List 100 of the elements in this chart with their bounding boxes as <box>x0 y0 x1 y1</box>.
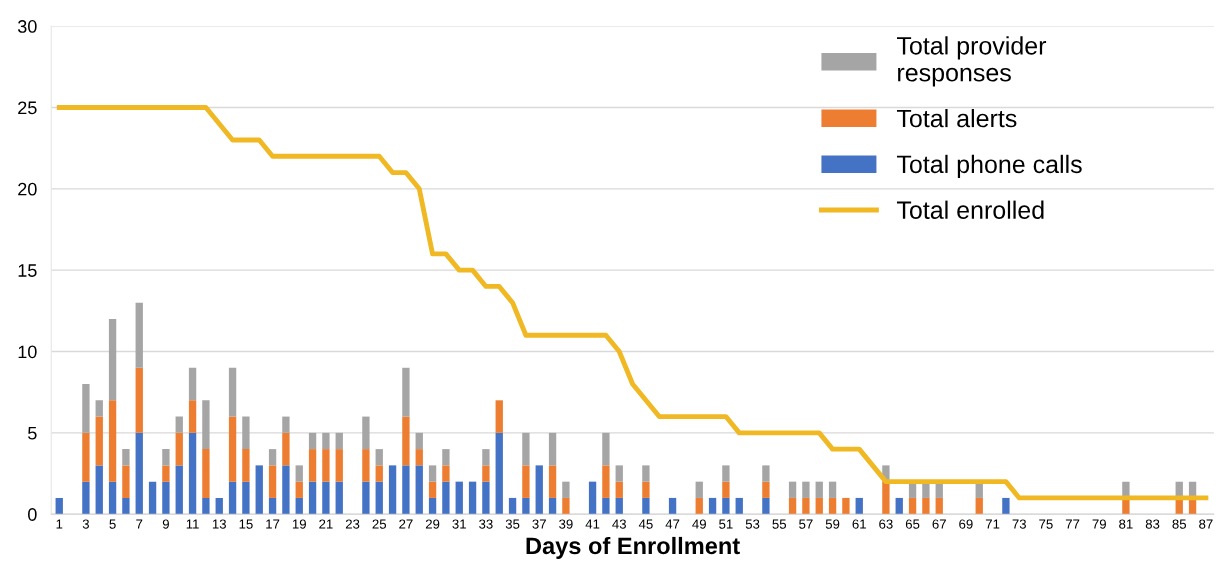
x-tick-label: 25 <box>372 519 387 529</box>
bar <box>615 497 623 515</box>
bar <box>548 497 557 515</box>
bar <box>82 384 90 433</box>
x-tick-label: 73 <box>1012 519 1026 529</box>
bar <box>228 481 237 515</box>
x-tick-label: 35 <box>505 519 520 529</box>
x-tick-label: 11 <box>186 519 199 529</box>
x-tick-label: 23 <box>345 519 360 529</box>
legend-label: Total phone calls <box>896 154 1082 179</box>
x-tick-label: 87 <box>1199 519 1213 529</box>
bar <box>295 497 303 515</box>
bar <box>522 432 530 466</box>
bar <box>268 449 277 466</box>
bar <box>122 449 130 466</box>
bar <box>162 449 170 466</box>
bar <box>708 497 717 515</box>
bar <box>415 465 423 515</box>
bar <box>322 449 330 482</box>
bar <box>308 449 317 482</box>
x-tick-label: 55 <box>772 519 787 529</box>
bar <box>975 497 983 515</box>
bar <box>95 400 103 417</box>
bar <box>695 497 703 515</box>
x-tick-label: 43 <box>612 519 626 529</box>
x-tick-label: 39 <box>559 519 573 529</box>
bar <box>362 481 370 515</box>
bar <box>322 432 330 450</box>
bar <box>908 497 917 515</box>
x-tick-label: 47 <box>665 519 680 529</box>
x-tick-label: 61 <box>852 519 866 529</box>
bar <box>282 416 290 433</box>
bar <box>602 432 610 466</box>
bar <box>722 481 730 498</box>
x-tick-label: 9 <box>162 519 169 529</box>
bar <box>762 481 770 498</box>
bar <box>135 367 143 433</box>
x-tick-label: 21 <box>319 519 333 529</box>
bar <box>815 481 823 498</box>
x-tick-label: 77 <box>1065 519 1080 529</box>
bar <box>108 318 117 401</box>
x-tick-label: 75 <box>1039 519 1053 529</box>
bar <box>495 432 503 515</box>
bar <box>388 465 397 515</box>
x-tick-label: 53 <box>745 519 760 529</box>
y-tick-label: 15 <box>18 264 37 277</box>
bar <box>402 465 410 515</box>
bar <box>175 416 183 433</box>
bar <box>242 449 250 482</box>
bar <box>375 465 383 482</box>
bar <box>202 449 210 498</box>
x-tick-label: 3 <box>82 519 89 529</box>
bar <box>428 481 437 498</box>
bar <box>242 416 250 450</box>
bar <box>442 449 450 466</box>
x-tick-label: 27 <box>399 519 413 529</box>
bar <box>402 367 410 417</box>
bar <box>255 465 263 515</box>
bar <box>228 416 237 482</box>
x-tick-label: 85 <box>1172 519 1187 529</box>
bar <box>615 481 623 498</box>
bar <box>135 302 143 368</box>
line-series <box>56 105 1209 501</box>
bar <box>95 465 103 515</box>
x-tick-label: 83 <box>1145 519 1160 529</box>
x-tick-label: 81 <box>1119 519 1133 529</box>
bar <box>442 481 450 515</box>
bar <box>468 481 477 515</box>
legend-label: Total alerts <box>896 109 1017 128</box>
bar <box>175 465 183 515</box>
bar <box>295 465 303 482</box>
y-tick-label: 25 <box>18 101 37 115</box>
bar <box>482 481 490 515</box>
bar <box>242 481 250 515</box>
bar <box>642 481 650 498</box>
bar <box>428 465 437 482</box>
x-tick-label: 5 <box>109 519 116 529</box>
bar <box>855 497 863 515</box>
bar <box>108 481 117 515</box>
bar <box>495 400 503 433</box>
x-tick-label: 15 <box>239 519 253 529</box>
x-tick-label: 51 <box>719 519 733 529</box>
bar <box>762 465 770 482</box>
bar <box>615 465 623 482</box>
bar <box>735 497 743 515</box>
bar <box>882 481 890 515</box>
bar <box>268 497 277 515</box>
bar <box>188 432 197 515</box>
bar <box>695 481 703 498</box>
bar <box>922 497 930 515</box>
bar <box>55 497 63 515</box>
bar <box>788 497 797 515</box>
bar <box>108 400 117 482</box>
bar <box>175 432 183 466</box>
bar <box>642 465 650 482</box>
x-tick-label: 1 <box>56 519 63 529</box>
bar <box>442 465 450 482</box>
x-tick-label: 45 <box>638 519 653 529</box>
y-tick-label: 5 <box>28 426 37 440</box>
bar <box>162 481 170 515</box>
